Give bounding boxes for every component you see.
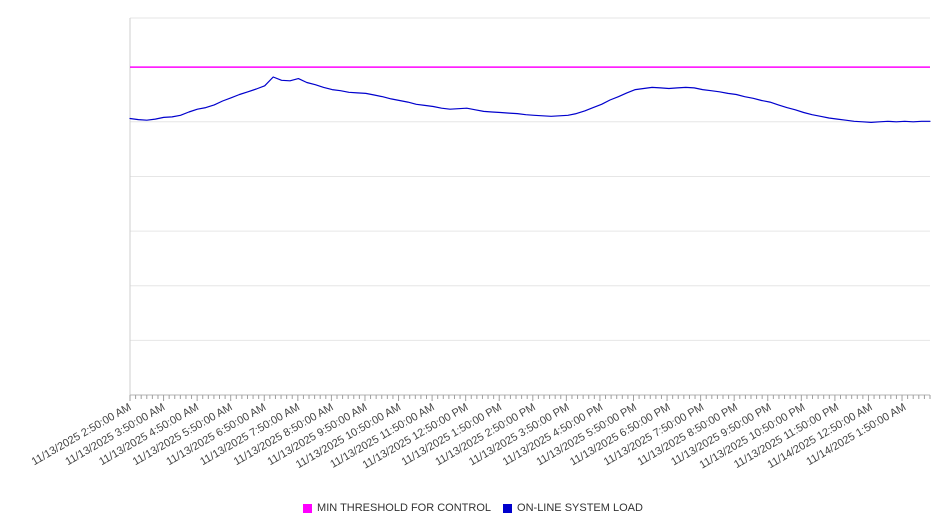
system-load-line	[129, 76, 931, 124]
legend-swatch-min-threshold	[303, 503, 313, 513]
legend-label-online-system-load: ON-LINE SYSTEM LOAD	[517, 502, 643, 514]
legend-swatch-online-system-load	[503, 503, 513, 513]
chart-legend: MIN THRESHOLD FOR CONTROL ON-LINE SYSTEM…	[0, 502, 946, 514]
legend-item-min-threshold[interactable]: MIN THRESHOLD FOR CONTROL	[303, 502, 491, 514]
legend-item-online-system-load[interactable]: ON-LINE SYSTEM LOAD	[503, 502, 643, 514]
legend-label-min-threshold: MIN THRESHOLD FOR CONTROL	[317, 502, 492, 514]
